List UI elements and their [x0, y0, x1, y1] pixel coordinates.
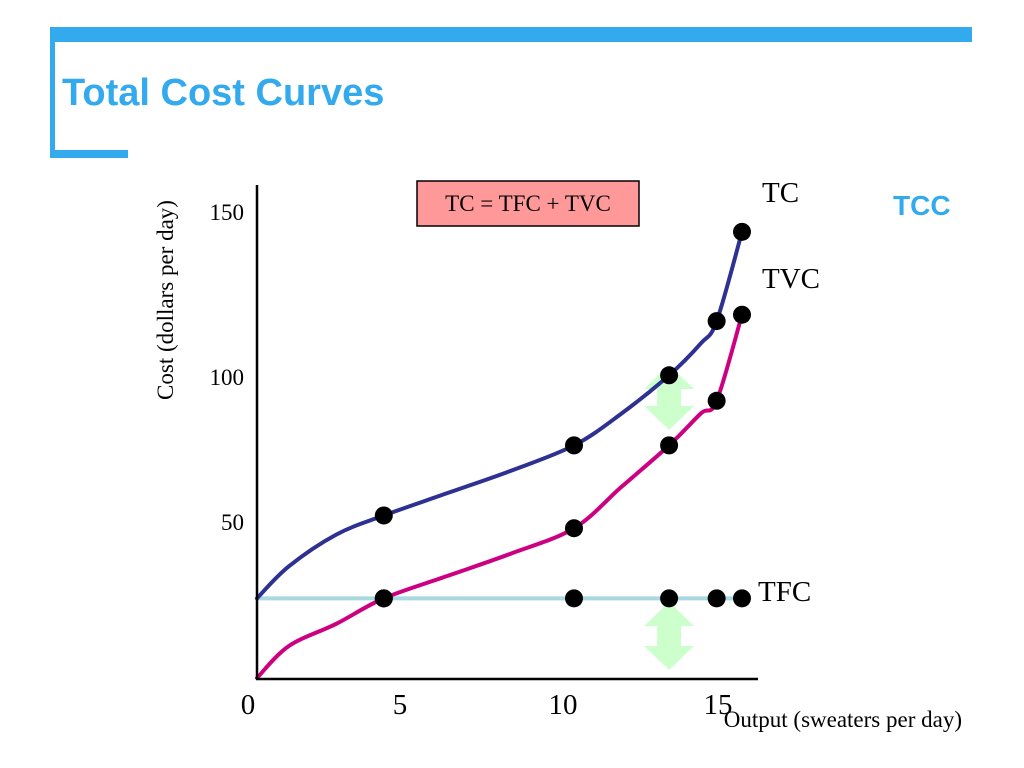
x-tick-label: 0 — [241, 689, 256, 721]
tc-curve — [255, 229, 744, 601]
tc-point — [707, 312, 726, 331]
tfc-point — [733, 589, 751, 608]
y-tick-label: 100 — [210, 365, 245, 390]
x-tick-label: 5 — [393, 689, 408, 721]
accent-bar-left — [50, 27, 55, 158]
tvc-point — [564, 519, 583, 538]
tc-point — [733, 222, 751, 241]
accent-bar-top — [50, 27, 972, 42]
tc-point — [564, 436, 583, 455]
tvc-point — [707, 391, 726, 410]
tfc-point — [660, 589, 679, 608]
slide-tag: TCC — [893, 190, 951, 221]
tfc-label: TFC — [758, 576, 811, 608]
tfc-point — [564, 589, 583, 608]
tfc-gap-arrow — [644, 602, 695, 670]
tvc-gap-arrow — [644, 365, 695, 430]
y-tick-label: 150 — [210, 200, 245, 225]
tvc-label: TVC — [762, 263, 820, 295]
tfc-point — [707, 589, 726, 608]
slide-title: Total Cost Curves — [62, 72, 385, 114]
x-tick-label: 10 — [549, 689, 578, 721]
x-tick-label: 15 — [704, 689, 733, 721]
tvc-point — [660, 436, 679, 455]
tc-label: TC — [762, 177, 799, 209]
equation-text: TC = TFC + TVC — [445, 191, 611, 216]
equation-box: TC = TFC + TVC — [416, 180, 640, 227]
y-tick-label: 50 — [221, 510, 244, 535]
tvc-point — [733, 305, 751, 324]
x-axis-label: Output (sweaters per day) — [724, 707, 962, 732]
y-axis-label: Cost (dollars per day) — [153, 200, 178, 400]
tfc-point — [374, 589, 393, 608]
accent-bar-bottom — [50, 150, 128, 158]
tc-point — [660, 366, 679, 385]
tvc-curve — [255, 312, 744, 680]
tc-point — [374, 506, 393, 525]
equation-box-bg — [416, 180, 640, 227]
